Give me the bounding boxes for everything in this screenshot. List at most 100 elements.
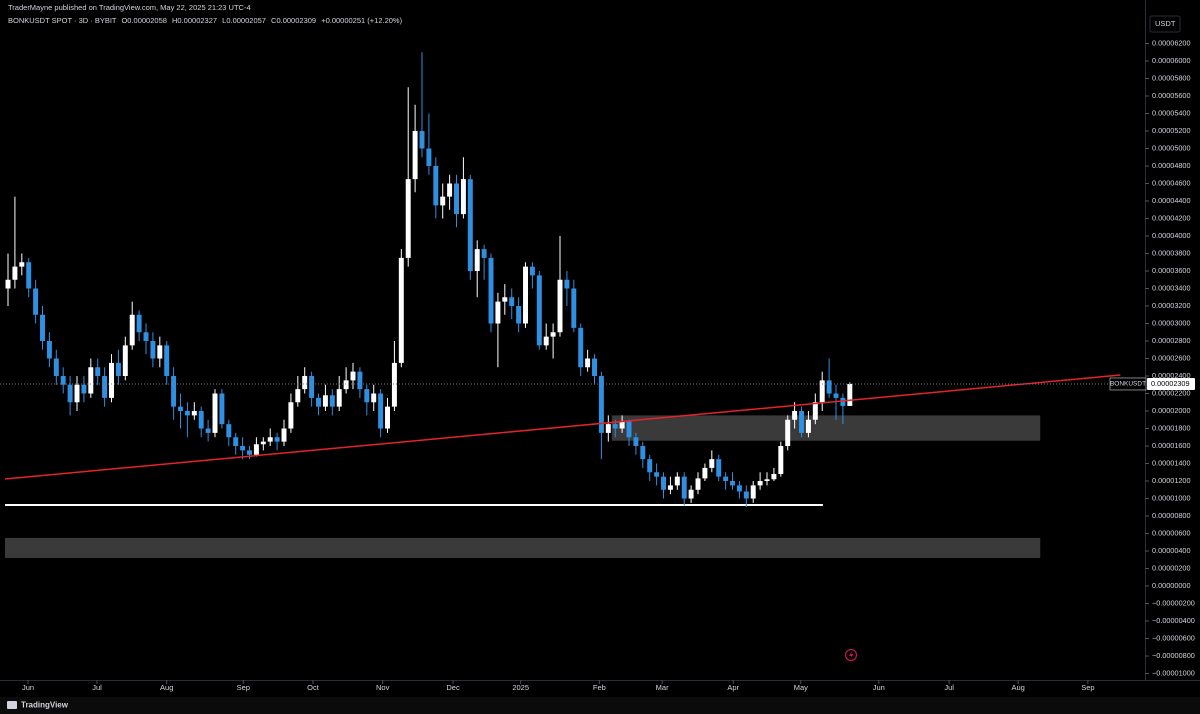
y-tick-label: 0.00003400 xyxy=(1152,283,1191,292)
y-tick-label: 0.00002400 xyxy=(1152,371,1191,380)
candle-body xyxy=(295,389,301,403)
candle-body xyxy=(171,376,177,407)
footer-brand[interactable]: TradingView xyxy=(21,701,69,710)
candle-body xyxy=(495,301,501,324)
candle-body xyxy=(799,411,804,433)
lightning-icon[interactable] xyxy=(844,648,858,662)
candle-body xyxy=(240,446,246,451)
candle-body xyxy=(81,384,87,394)
y-tick-label: 0.00001000 xyxy=(1152,493,1191,502)
y-tick-label: −0.00001000 xyxy=(1152,668,1195,677)
candle-body xyxy=(516,306,522,324)
candle-body xyxy=(136,314,142,333)
candle-body xyxy=(191,411,197,416)
y-tick-label: 0.00001400 xyxy=(1152,458,1191,467)
candle-body xyxy=(419,130,425,149)
candle-body xyxy=(115,362,121,377)
candle-body xyxy=(619,421,625,429)
candle-body xyxy=(74,384,80,403)
candle-body xyxy=(309,376,315,398)
currency-box[interactable] xyxy=(1149,15,1181,33)
candle-body xyxy=(792,411,798,420)
candle-body xyxy=(53,358,59,377)
y-tick-label: 0.00005600 xyxy=(1152,91,1191,100)
y-tick-label: 0.00000400 xyxy=(1152,546,1191,555)
candle-body xyxy=(219,393,225,425)
y-tick-label: 0.00003200 xyxy=(1152,301,1191,310)
candle-body xyxy=(536,275,542,346)
y-tick-label: 0.00000000 xyxy=(1152,581,1191,590)
candle-body xyxy=(164,345,170,377)
candle-body xyxy=(543,336,549,346)
x-tick-label: Aug xyxy=(160,683,173,692)
candle-body xyxy=(819,380,825,403)
candle-body xyxy=(826,380,832,394)
candle-body xyxy=(764,479,770,482)
candle-body xyxy=(757,481,763,486)
candle-body xyxy=(509,297,515,307)
y-tick-label: 0.00004000 xyxy=(1152,231,1191,240)
trendline xyxy=(4,374,1121,480)
footer-logo[interactable] xyxy=(7,701,17,709)
x-tick-label: Jul xyxy=(92,683,102,692)
candle-body xyxy=(288,402,294,429)
candle-body xyxy=(385,406,390,429)
candle-body xyxy=(702,467,708,479)
candle-body xyxy=(523,266,528,324)
y-tick-label: 0.00000200 xyxy=(1152,563,1191,572)
candle-body xyxy=(40,314,45,342)
candle-body xyxy=(67,384,73,403)
candle-body xyxy=(88,367,94,394)
candle-body xyxy=(460,179,466,215)
candle-body xyxy=(723,476,729,482)
candle-body xyxy=(302,376,308,390)
y-tick-label: 0.00001200 xyxy=(1152,476,1191,485)
candle-body xyxy=(33,288,39,315)
y-tick-label: 0.00005800 xyxy=(1152,73,1191,82)
candle-body xyxy=(557,279,563,333)
candle-body xyxy=(688,489,694,499)
candle-body xyxy=(212,393,218,433)
y-tick-label: 0.00005000 xyxy=(1152,143,1191,152)
y-tick-label: 0.00003800 xyxy=(1152,248,1191,257)
ohlc-open: O0.00002058 xyxy=(121,16,166,25)
candle-body xyxy=(316,397,321,407)
y-tick-label: 0.00002800 xyxy=(1152,336,1191,345)
candle-body xyxy=(502,297,508,302)
x-tick-label: May xyxy=(794,683,808,692)
symbol-header: BONKUSDT SPOT · 3D · BYBIT O0.00002058 H… xyxy=(8,16,403,25)
candle-body xyxy=(109,362,114,398)
candle-body xyxy=(398,257,404,363)
byline: TraderMayne published on TradingView.com… xyxy=(8,3,251,12)
candle-body xyxy=(343,380,349,390)
candle-body xyxy=(46,341,52,359)
candle-body xyxy=(454,183,459,215)
currency[interactable]: USDT xyxy=(1155,19,1176,28)
candle-body xyxy=(626,421,632,438)
candle-body xyxy=(564,279,570,289)
candle-body xyxy=(467,179,473,272)
candle-body xyxy=(371,393,377,403)
candle-body xyxy=(412,130,418,180)
candle-body xyxy=(322,395,328,407)
candle-body xyxy=(274,437,280,442)
y-tick-label: 0.00004400 xyxy=(1152,196,1191,205)
candle-body xyxy=(585,358,591,368)
x-tick-label: Dec xyxy=(446,683,460,692)
candle-body xyxy=(60,376,66,385)
x-tick-label: Feb xyxy=(593,683,606,692)
candle-body xyxy=(771,474,777,480)
candle-body xyxy=(184,411,190,416)
candle-body xyxy=(812,402,818,420)
plot-area xyxy=(4,52,1121,559)
candle-body xyxy=(95,367,101,377)
candle-body xyxy=(447,183,453,197)
candle-body xyxy=(233,437,239,447)
x-tick-label: Mar xyxy=(656,683,669,692)
candle-body xyxy=(481,249,487,258)
symbol-box xyxy=(1109,377,1147,391)
candle-body xyxy=(709,459,715,468)
candle-body xyxy=(260,441,266,445)
